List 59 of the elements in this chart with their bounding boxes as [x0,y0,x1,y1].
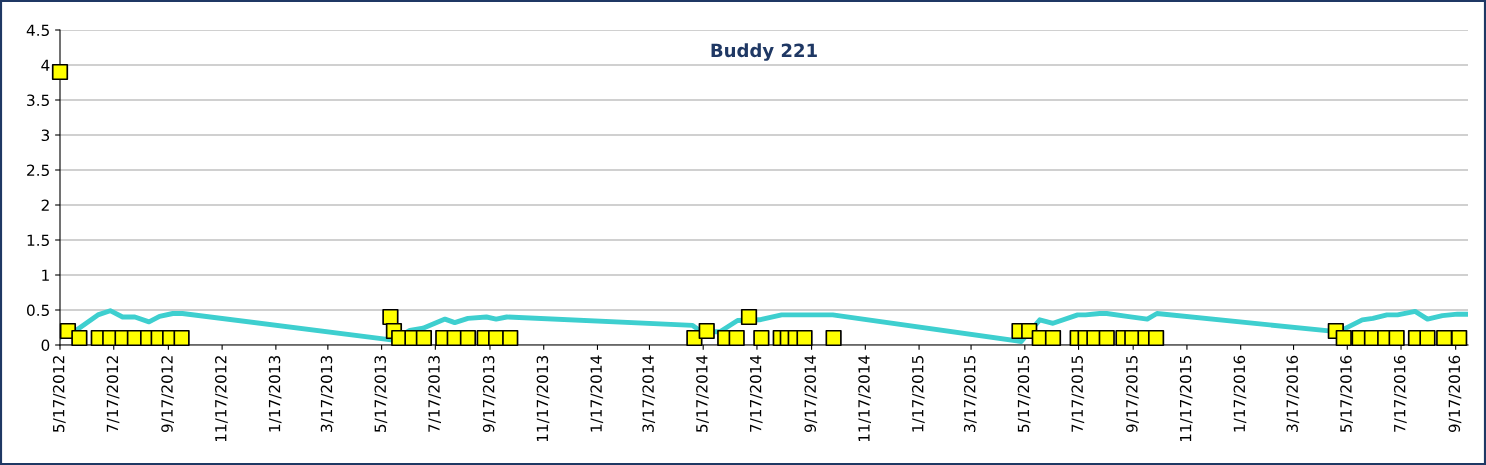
point [173,329,190,347]
point [459,329,477,347]
x-tick-label: 11/17/2012 [215,356,228,442]
x-tick-label: 1/17/2016 [1233,355,1247,432]
point [1419,329,1436,347]
x-tick-label: 3/17/2015 [963,356,977,432]
text: Buddy 221 [711,43,817,61]
x-tick-label: 9/17/2012 [161,356,175,433]
x-tick-label: 1/17/2015 [911,356,925,432]
y-tick-label: 4.5 [26,24,49,37]
point [1098,329,1115,347]
x-tick-label: 9/17/2014 [804,355,818,433]
point [796,329,813,347]
point [1388,329,1405,347]
point [740,308,758,326]
x-tick-label: 1/17/2014 [590,355,604,432]
point [1335,329,1352,347]
y-tick-label: 0 [41,339,50,352]
x-tick-label: 5/17/2015 [1017,356,1031,432]
point [753,329,770,347]
y-tick-label: 3 [41,129,50,142]
point [1451,329,1468,347]
x-tick-label: 5/17/2016 [1340,355,1353,432]
x-tick-label: 3/17/2014 [642,355,656,432]
x-tick-label: 3/17/2013 [320,355,334,432]
y-tick-label: 3.5 [27,94,49,107]
x-tick-label: 11/17/2015 [1179,356,1193,442]
point [825,329,842,347]
y-tick-label: 2.5 [27,164,49,177]
x-tick-label: 7/17/2014 [749,355,763,432]
y-tick-label: 4 [41,59,50,71]
point [382,308,399,326]
x-tick-label: 1/17/2013 [268,355,282,432]
x-tick-label: 5/17/2013 [374,355,388,432]
x-tick-label: 3/17/2016 [1286,355,1300,432]
y-tick-label: 1.5 [27,234,49,247]
x-tick-label: 7/17/2016 [1393,355,1407,432]
point [1044,329,1062,347]
point [415,329,433,347]
y-tick-label: 1 [42,269,49,281]
y-tick-label: 2 [41,199,49,211]
point [1147,329,1165,347]
y-tick-label: 0.5 [26,304,49,317]
x-tick-label: 9/17/2013 [482,355,496,433]
x-tick-label: 9/17/2015 [1126,356,1139,433]
point [502,329,519,347]
point [698,322,715,340]
x-tick-label: 7/17/2013 [428,355,441,432]
x-tick-label: 7/17/2012 [106,356,120,432]
point [51,63,69,81]
point [71,329,88,347]
x-tick-label: 11/17/2014 [858,355,871,442]
x-tick-label: 9/17/2016 [1448,355,1462,433]
x-tick-label: 11/17/2013 [536,355,550,442]
point [1436,329,1453,347]
x-tick-label: 5/17/2012 [52,356,66,432]
x-tick-label: 5/17/2014 [696,355,709,432]
point [728,329,745,347]
x-tick-label: 7/17/2015 [1071,356,1085,432]
